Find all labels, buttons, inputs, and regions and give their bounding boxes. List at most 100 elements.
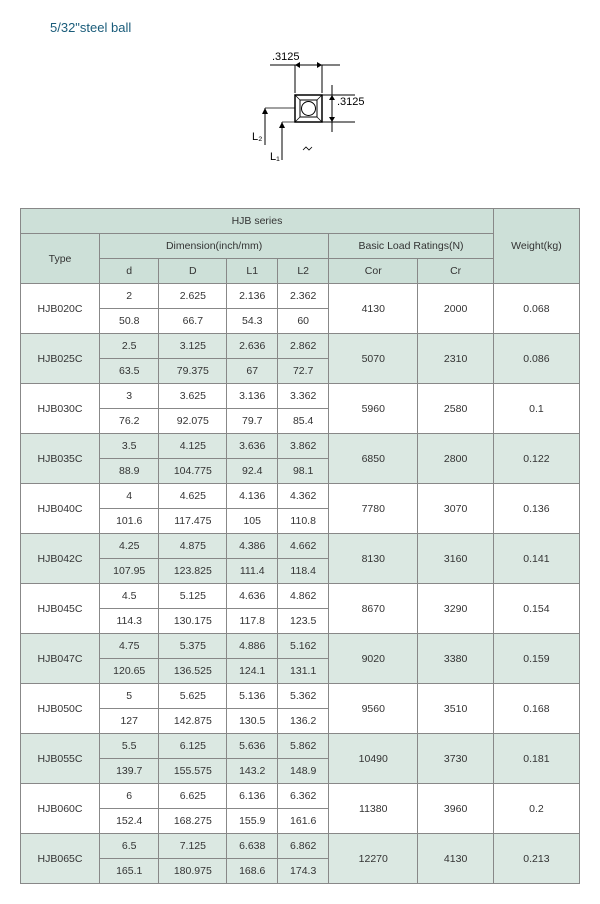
cell: 4.75 bbox=[100, 634, 159, 659]
cell: 4.662 bbox=[278, 534, 329, 559]
l2-label: L₂ bbox=[252, 131, 262, 143]
cell: 4 bbox=[100, 484, 159, 509]
cell: 63.5 bbox=[100, 359, 159, 384]
weight-cell: 0.154 bbox=[493, 584, 579, 634]
cell: 5.5 bbox=[100, 734, 159, 759]
cell: 6.862 bbox=[278, 834, 329, 859]
cell: 2.136 bbox=[227, 284, 278, 309]
weight-cell: 0.141 bbox=[493, 534, 579, 584]
cell: 168.6 bbox=[227, 859, 278, 884]
cell: 143.2 bbox=[227, 759, 278, 784]
cell: 136.2 bbox=[278, 709, 329, 734]
cell: 3.362 bbox=[278, 384, 329, 409]
cr-cell: 2310 bbox=[418, 334, 494, 384]
cell: 111.4 bbox=[227, 559, 278, 584]
cr-cell: 2000 bbox=[418, 284, 494, 334]
cell: 3.125 bbox=[159, 334, 227, 359]
cell: 107.95 bbox=[100, 559, 159, 584]
cell: 104.775 bbox=[159, 459, 227, 484]
cell: 114.3 bbox=[100, 609, 159, 634]
type-cell: HJB047C bbox=[21, 634, 100, 684]
cell: 105 bbox=[227, 509, 278, 534]
cell: 155.575 bbox=[159, 759, 227, 784]
cell: 168.275 bbox=[159, 809, 227, 834]
weight-cell: 0.136 bbox=[493, 484, 579, 534]
series-header: HJB series bbox=[21, 209, 494, 234]
type-cell: HJB030C bbox=[21, 384, 100, 434]
cell: 130.175 bbox=[159, 609, 227, 634]
table-row: HJB042C4.254.8754.3864.662813031600.141 bbox=[21, 534, 580, 559]
cor-cell: 8130 bbox=[329, 534, 418, 584]
cor-cell: 9560 bbox=[329, 684, 418, 734]
col-Cor: Cor bbox=[329, 259, 418, 284]
type-cell: HJB035C bbox=[21, 434, 100, 484]
cor-cell: 9020 bbox=[329, 634, 418, 684]
weight-cell: 0.2 bbox=[493, 784, 579, 834]
table-row: HJB050C55.6255.1365.362956035100.168 bbox=[21, 684, 580, 709]
type-cell: HJB050C bbox=[21, 684, 100, 734]
cell: 2.362 bbox=[278, 284, 329, 309]
cr-cell: 2580 bbox=[418, 384, 494, 434]
dim-right-label: .3125 bbox=[337, 96, 365, 108]
cr-cell: 3510 bbox=[418, 684, 494, 734]
type-cell: HJB055C bbox=[21, 734, 100, 784]
cell: 4.636 bbox=[227, 584, 278, 609]
cor-cell: 8670 bbox=[329, 584, 418, 634]
cell: 123.5 bbox=[278, 609, 329, 634]
cell: 54.3 bbox=[227, 309, 278, 334]
type-cell: HJB045C bbox=[21, 584, 100, 634]
cell: 2.625 bbox=[159, 284, 227, 309]
cor-cell: 5070 bbox=[329, 334, 418, 384]
cell: 117.475 bbox=[159, 509, 227, 534]
type-cell: HJB025C bbox=[21, 334, 100, 384]
cell: 4.386 bbox=[227, 534, 278, 559]
table-row: HJB035C3.54.1253.6363.862685028000.122 bbox=[21, 434, 580, 459]
cell: 136.525 bbox=[159, 659, 227, 684]
col-L1: L1 bbox=[227, 259, 278, 284]
cr-cell: 3380 bbox=[418, 634, 494, 684]
col-d: d bbox=[100, 259, 159, 284]
cell: 120.65 bbox=[100, 659, 159, 684]
cor-cell: 6850 bbox=[329, 434, 418, 484]
cell: 67 bbox=[227, 359, 278, 384]
cell: 3.625 bbox=[159, 384, 227, 409]
cell: 5.625 bbox=[159, 684, 227, 709]
cr-cell: 3730 bbox=[418, 734, 494, 784]
cell: 123.825 bbox=[159, 559, 227, 584]
cell: 3.862 bbox=[278, 434, 329, 459]
cell: 3.636 bbox=[227, 434, 278, 459]
cell: 76.2 bbox=[100, 409, 159, 434]
cell: 139.7 bbox=[100, 759, 159, 784]
cell: 4.362 bbox=[278, 484, 329, 509]
cell: 2 bbox=[100, 284, 159, 309]
cell: 85.4 bbox=[278, 409, 329, 434]
cell: 3.136 bbox=[227, 384, 278, 409]
cell: 2.636 bbox=[227, 334, 278, 359]
cell: 88.9 bbox=[100, 459, 159, 484]
cell: 124.1 bbox=[227, 659, 278, 684]
load-header: Basic Load Ratings(N) bbox=[329, 234, 494, 259]
cell: 152.4 bbox=[100, 809, 159, 834]
weight-cell: 0.122 bbox=[493, 434, 579, 484]
cell: 4.136 bbox=[227, 484, 278, 509]
cell: 101.6 bbox=[100, 509, 159, 534]
weight-cell: 0.068 bbox=[493, 284, 579, 334]
cr-cell: 4130 bbox=[418, 834, 494, 884]
cell: 5.375 bbox=[159, 634, 227, 659]
cell: 98.1 bbox=[278, 459, 329, 484]
cell: 6.638 bbox=[227, 834, 278, 859]
cor-cell: 7780 bbox=[329, 484, 418, 534]
cell: 6 bbox=[100, 784, 159, 809]
col-Cr: Cr bbox=[418, 259, 494, 284]
weight-cell: 0.159 bbox=[493, 634, 579, 684]
cell: 7.125 bbox=[159, 834, 227, 859]
dim-header: Dimension(inch/mm) bbox=[100, 234, 329, 259]
cell: 155.9 bbox=[227, 809, 278, 834]
cell: 6.5 bbox=[100, 834, 159, 859]
cor-cell: 5960 bbox=[329, 384, 418, 434]
cell: 5.362 bbox=[278, 684, 329, 709]
cell: 4.25 bbox=[100, 534, 159, 559]
table-row: HJB030C33.6253.1363.362596025800.1 bbox=[21, 384, 580, 409]
cell: 50.8 bbox=[100, 309, 159, 334]
cell: 174.3 bbox=[278, 859, 329, 884]
